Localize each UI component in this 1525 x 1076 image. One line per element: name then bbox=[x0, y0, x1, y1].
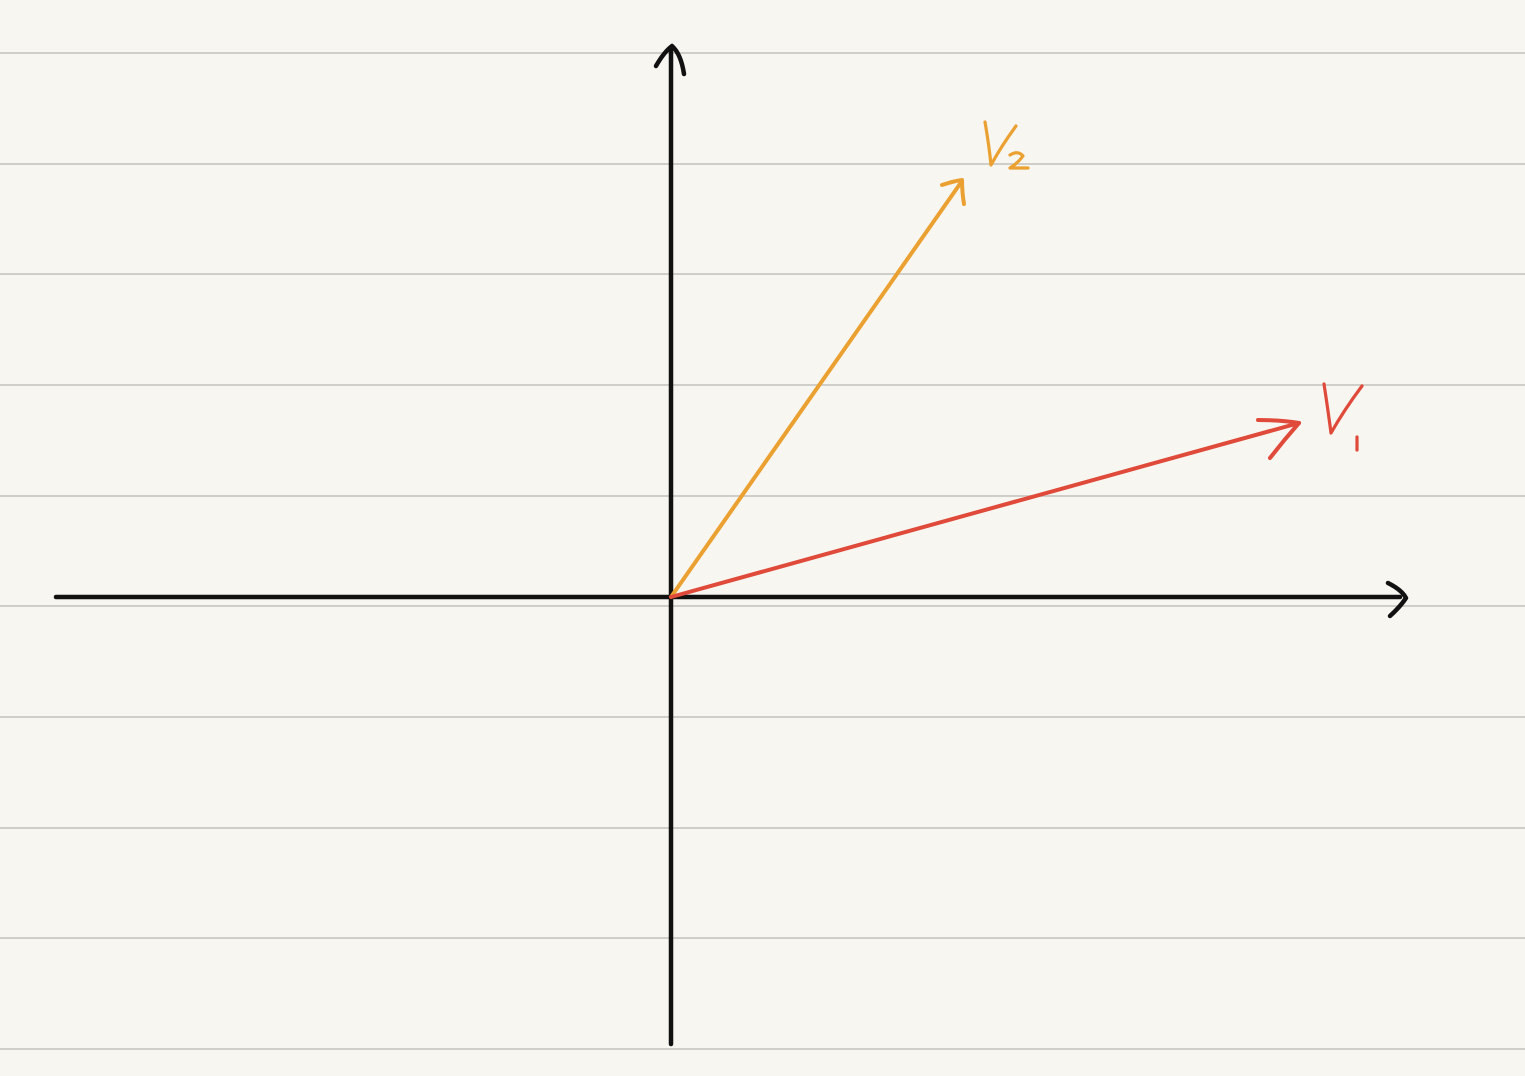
vector-v1 bbox=[669, 382, 1364, 599]
vector-v2-arrowhead bbox=[940, 178, 966, 206]
vector-v1-label bbox=[1322, 382, 1364, 452]
ruled-lines bbox=[0, 52, 1525, 1050]
coordinate-axes bbox=[53, 43, 1409, 1047]
vector-v1-arrowhead bbox=[1256, 418, 1301, 460]
vector-v2 bbox=[669, 120, 1030, 599]
vector-v2-shaft bbox=[669, 179, 964, 599]
vector-v1-shaft bbox=[669, 421, 1301, 599]
vector-v2-label bbox=[983, 120, 1030, 170]
y-axis-arrowhead bbox=[653, 43, 687, 77]
x-axis-arrowhead bbox=[1385, 580, 1409, 619]
